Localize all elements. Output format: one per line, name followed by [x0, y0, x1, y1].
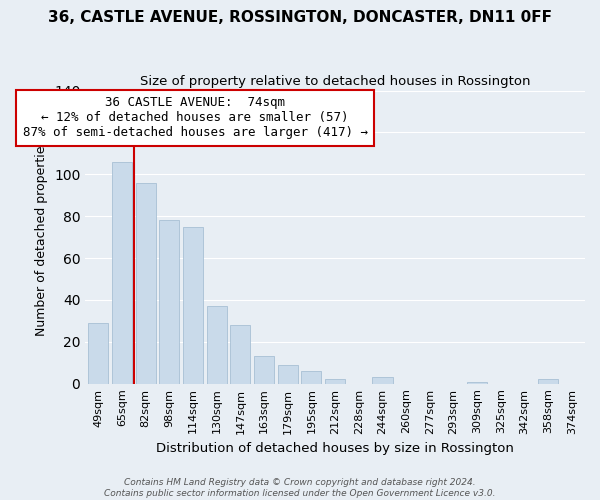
Bar: [159, 220, 179, 384]
Bar: [467, 382, 487, 384]
Bar: [230, 325, 250, 384]
Bar: [136, 182, 155, 384]
Bar: [206, 306, 227, 384]
Bar: [254, 356, 274, 384]
Bar: [112, 162, 132, 384]
Bar: [325, 380, 345, 384]
Bar: [183, 226, 203, 384]
Y-axis label: Number of detached properties: Number of detached properties: [35, 138, 49, 336]
Title: Size of property relative to detached houses in Rossington: Size of property relative to detached ho…: [140, 75, 530, 88]
Text: Contains HM Land Registry data © Crown copyright and database right 2024.
Contai: Contains HM Land Registry data © Crown c…: [104, 478, 496, 498]
Bar: [373, 378, 392, 384]
Bar: [301, 371, 322, 384]
Text: 36, CASTLE AVENUE, ROSSINGTON, DONCASTER, DN11 0FF: 36, CASTLE AVENUE, ROSSINGTON, DONCASTER…: [48, 10, 552, 25]
Text: 36 CASTLE AVENUE:  74sqm
← 12% of detached houses are smaller (57)
87% of semi-d: 36 CASTLE AVENUE: 74sqm ← 12% of detache…: [23, 96, 368, 140]
Bar: [278, 365, 298, 384]
Bar: [88, 323, 108, 384]
X-axis label: Distribution of detached houses by size in Rossington: Distribution of detached houses by size …: [156, 442, 514, 455]
Bar: [538, 380, 559, 384]
